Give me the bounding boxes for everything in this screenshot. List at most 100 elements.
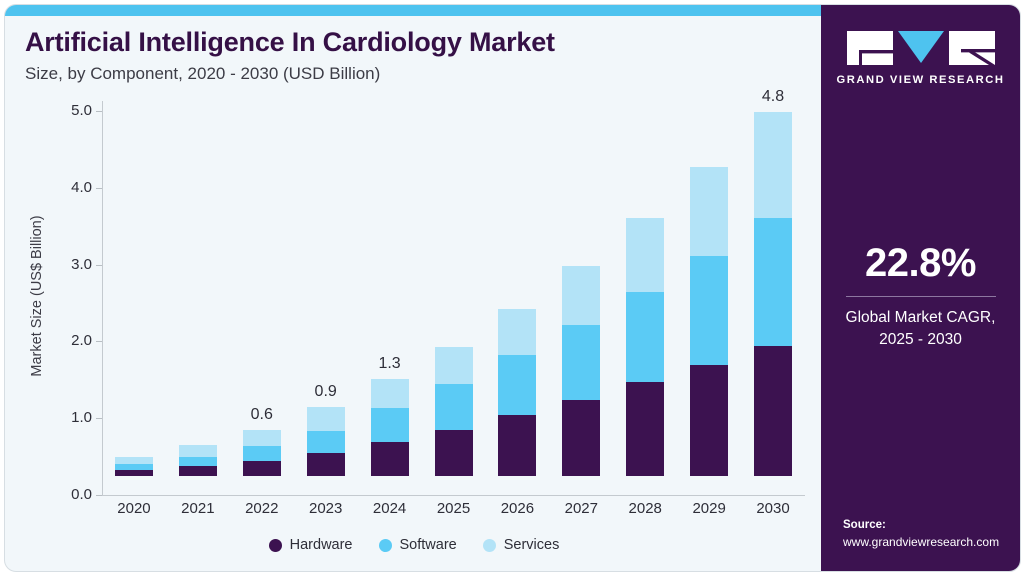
- bar-segment-software[interactable]: [370, 407, 409, 443]
- bar-segment-software[interactable]: [434, 383, 473, 430]
- y-axis-title: Market Size (US$ Billion): [29, 215, 45, 377]
- legend-item-software[interactable]: Software: [378, 537, 457, 553]
- x-tick-label: 2029: [692, 500, 726, 517]
- cagr-caption-line-2: 2025 - 2030: [879, 331, 962, 349]
- bar-segment-services[interactable]: [690, 166, 729, 256]
- gvr-logo-icon: [846, 31, 995, 65]
- brand-logo: GRAND VIEW RESEARCH: [836, 31, 1003, 86]
- y-tick-mark: [96, 111, 102, 112]
- infographic-card: Artificial Intelligence In Cardiology Ma…: [4, 4, 1021, 572]
- bar-value-label: 0.9: [314, 382, 337, 400]
- bar-segment-hardware[interactable]: [690, 364, 729, 476]
- bar-segment-hardware[interactable]: [754, 346, 793, 476]
- x-tick-label: 2030: [756, 500, 790, 517]
- bar-segment-services[interactable]: [562, 265, 601, 326]
- chart-legend: Hardware Software Services: [5, 537, 823, 553]
- bar-group[interactable]: 0.6: [242, 406, 281, 476]
- bar-segment-software[interactable]: [562, 325, 601, 400]
- page-subtitle: Size, by Component, 2020 - 2030 (USD Bil…: [25, 64, 381, 84]
- legend-item-hardware[interactable]: Hardware: [268, 537, 353, 553]
- x-tick-label: 2027: [564, 500, 598, 517]
- bar-segment-software[interactable]: [114, 464, 153, 470]
- bar-segment-hardware[interactable]: [114, 469, 153, 476]
- bar-group[interactable]: 1.3: [370, 355, 409, 476]
- legend-label: Hardware: [289, 537, 353, 553]
- chart-region: Artificial Intelligence In Cardiology Ma…: [5, 16, 823, 571]
- bar-group[interactable]: 4.8: [754, 88, 793, 476]
- bar-segment-services[interactable]: [306, 406, 345, 431]
- brand-sidebar: GRAND VIEW RESEARCH 22.8% Global Market …: [821, 5, 1020, 571]
- x-tick-label: 2022: [245, 500, 279, 517]
- legend-label: Software: [399, 537, 457, 553]
- bar-segment-services[interactable]: [242, 429, 281, 447]
- bar-segment-software[interactable]: [498, 355, 537, 416]
- bar-segment-software[interactable]: [626, 291, 665, 383]
- bar-value-label: 4.8: [761, 88, 785, 105]
- bar-segment-services[interactable]: [626, 217, 665, 292]
- cagr-divider: [845, 296, 996, 297]
- bar-group[interactable]: [626, 217, 665, 476]
- y-tick-label: 3.0: [71, 255, 92, 273]
- bar-group[interactable]: [690, 166, 729, 476]
- bar-segment-services[interactable]: [178, 445, 217, 457]
- bar-segment-hardware[interactable]: [434, 429, 473, 476]
- bar-segment-hardware[interactable]: [306, 452, 345, 476]
- y-tick-mark: [96, 264, 102, 266]
- bar-segment-software[interactable]: [306, 430, 345, 453]
- legend-item-services[interactable]: Services: [482, 537, 560, 553]
- bar-value-label: 1.3: [378, 355, 401, 373]
- x-tick-label: 2021: [181, 500, 215, 517]
- y-tick-mark: [96, 418, 102, 420]
- bar-segment-services[interactable]: [498, 308, 537, 356]
- bar-group[interactable]: [114, 456, 153, 476]
- source-block: Source: www.grandviewresearch.com: [843, 517, 1020, 551]
- bar-segment-services[interactable]: [434, 346, 473, 384]
- y-tick-mark: [96, 495, 102, 496]
- brand-logo-wordmark: GRAND VIEW RESEARCH: [836, 74, 1005, 86]
- bar-group[interactable]: [178, 445, 217, 476]
- y-tick-label: 0.0: [71, 486, 92, 503]
- y-axis-line: [102, 101, 103, 495]
- x-tick-label: 2025: [436, 500, 471, 517]
- chart-plot-area: Market Size (US$ Billion) 0.0 1.0 2.0 3.0 4.…: [5, 16, 823, 571]
- bar-group[interactable]: [498, 308, 537, 476]
- source-url[interactable]: www.grandviewresearch.com: [843, 534, 1000, 549]
- source-label: Source:: [843, 518, 886, 531]
- bar-segment-hardware[interactable]: [498, 415, 537, 476]
- bar-segment-hardware[interactable]: [626, 382, 665, 476]
- bar-group[interactable]: [562, 265, 601, 476]
- y-tick-label: 4.0: [71, 178, 92, 196]
- legend-label: Services: [503, 537, 560, 553]
- x-tick-label: 2028: [628, 500, 662, 517]
- x-axis-line: [102, 495, 805, 496]
- title-block: Artificial Intelligence In Cardiology Ma…: [25, 27, 805, 84]
- cagr-caption: Global Market CAGR, 2025 - 2030: [821, 307, 1020, 352]
- bar-segment-hardware[interactable]: [370, 442, 409, 476]
- x-tick-label: 2020: [117, 500, 151, 517]
- bar-segment-software[interactable]: [690, 255, 729, 365]
- x-tick-label: 2024: [372, 500, 407, 517]
- cagr-value: 22.8%: [865, 241, 976, 285]
- y-tick-label: 2.0: [71, 332, 92, 350]
- cagr-caption-line-1: Global Market CAGR,: [845, 309, 996, 326]
- y-tick-mark: [96, 187, 102, 189]
- bar-group[interactable]: 0.9: [306, 383, 345, 476]
- legend-swatch-icon: [378, 538, 392, 552]
- bar-segment-hardware[interactable]: [242, 460, 281, 476]
- bar-group[interactable]: [434, 346, 473, 476]
- bar-segment-software[interactable]: [754, 217, 793, 347]
- bar-segment-services[interactable]: [370, 379, 409, 408]
- bar-segment-software[interactable]: [242, 446, 281, 461]
- cagr-block: 22.8% Global Market CAGR, 2025 - 2030: [821, 243, 1020, 352]
- y-tick-label: 5.0: [71, 102, 92, 119]
- y-tick-mark: [96, 341, 102, 343]
- top-accent-bar: [5, 5, 823, 16]
- bar-segment-services[interactable]: [754, 112, 793, 218]
- legend-swatch-icon: [268, 538, 282, 552]
- bar-segment-services[interactable]: [114, 456, 153, 465]
- y-tick-label: 1.0: [71, 409, 92, 427]
- bar-segment-hardware[interactable]: [178, 466, 217, 476]
- bar-segment-hardware[interactable]: [562, 399, 601, 476]
- page-title: Artificial Intelligence In Cardiology Ma…: [25, 27, 555, 57]
- bar-segment-software[interactable]: [178, 456, 217, 467]
